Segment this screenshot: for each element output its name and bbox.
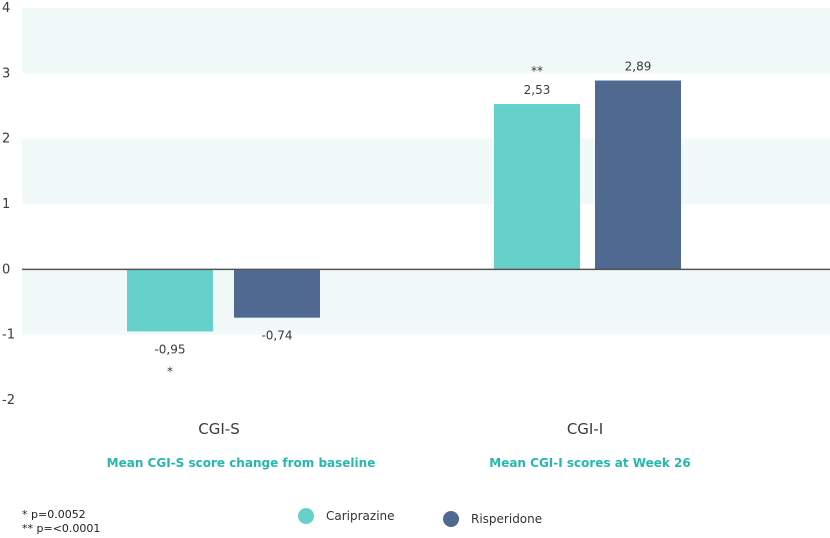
y-tick-label: 0	[2, 262, 10, 277]
y-tick-label: 3	[2, 66, 10, 81]
data-label: -0,95	[154, 342, 185, 356]
data-label: -0,74	[261, 329, 292, 343]
legend-item-risperidone: Risperidone	[443, 511, 542, 527]
category-label: CGI-I	[567, 420, 603, 438]
legend-swatch-cariprazine	[298, 508, 314, 524]
y-tick-label: 1	[2, 197, 10, 212]
legend-label-risperidone: Risperidone	[471, 512, 543, 526]
data-label: 2,89	[625, 60, 652, 74]
bar-cariprazine-cgi-s	[127, 269, 213, 332]
grid-band	[22, 138, 830, 204]
bar-risperidone-cgi-i	[595, 80, 681, 270]
legend-item-cariprazine: Cariprazine	[298, 508, 395, 524]
y-tick-label: -2	[2, 393, 15, 408]
data-label: 2,53	[524, 83, 551, 97]
y-tick-label: 2	[2, 132, 10, 147]
significance-marker: **	[531, 64, 543, 78]
grid-band	[22, 8, 830, 74]
significance-marker: *	[167, 364, 173, 378]
footnotes: * p=0.0052 ** p=<0.0001	[22, 508, 100, 536]
legend-label-cariprazine: Cariprazine	[326, 509, 395, 523]
footnote-1: * p=0.0052	[22, 508, 86, 521]
footnote-2: ** p=<0.0001	[22, 522, 101, 535]
y-tick-label: -1	[2, 328, 15, 343]
bar-risperidone-cgi-s	[234, 269, 320, 318]
y-tick-label: 4	[2, 1, 10, 16]
category-subtitle: Mean CGI-I scores at Week 26	[489, 456, 690, 470]
category-subtitle: Mean CGI-S score change from baseline	[107, 456, 376, 470]
category-label: CGI-S	[198, 420, 239, 438]
legend-swatch-risperidone	[443, 511, 459, 527]
bar-cariprazine-cgi-i	[494, 104, 580, 270]
